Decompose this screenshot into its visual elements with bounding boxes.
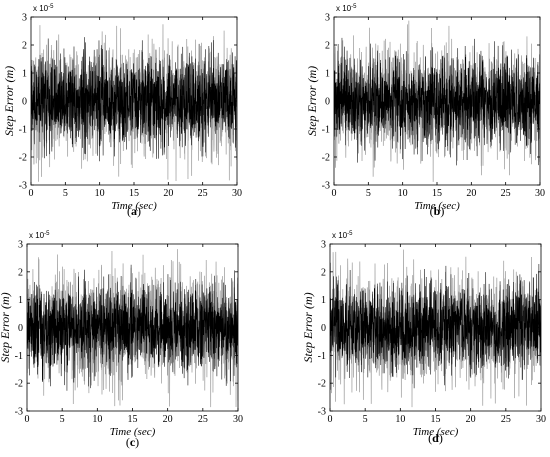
x-tick-label: 5 — [363, 414, 368, 425]
x-tick-label: 20 — [466, 414, 476, 425]
y-axis-label: Step Error (m) — [2, 66, 16, 136]
y-tick-label: -2 — [322, 153, 330, 164]
axis-multiplier-label: x 10-5 — [336, 4, 357, 13]
x-tick-label: 30 — [535, 188, 545, 199]
series-line-black — [334, 37, 540, 166]
y-axis-label: Step Error (m) — [305, 66, 319, 136]
x-tick-label: 0 — [29, 188, 34, 199]
y-tick-label: 3 — [22, 13, 27, 24]
x-tick-label: 20 — [466, 188, 476, 199]
y-tick-label: -3 — [19, 181, 27, 192]
y-tick-label: 1 — [325, 69, 330, 80]
x-tick-label: 10 — [95, 188, 105, 199]
axis-multiplier-label: x 10-5 — [33, 4, 54, 13]
x-tick-label: 0 — [25, 414, 30, 425]
x-tick-label: 30 — [232, 188, 242, 199]
panel-caption: (d) — [428, 431, 443, 445]
y-tick-label: 1 — [18, 295, 23, 306]
panel-caption: (b) — [430, 204, 445, 218]
x-tick-label: 25 — [501, 414, 511, 425]
x-tick-label: 30 — [233, 414, 243, 425]
y-tick-label: -1 — [322, 125, 330, 136]
x-tick-label: 10 — [398, 188, 408, 199]
y-tick-label: 0 — [18, 323, 23, 334]
y-tick-label: 3 — [321, 240, 326, 251]
y-tick-label: 3 — [325, 13, 330, 24]
panel-b: 0 5 10 15 20 25 30 -3 -2 -1 0 1 2 3 x 10-5 Time (sec) St… — [305, 4, 545, 218]
x-tick-label: 25 — [501, 188, 511, 199]
y-tick-label: 2 — [18, 267, 23, 278]
y-tick-label: 3 — [18, 240, 23, 251]
y-tick-label: 0 — [321, 323, 326, 334]
x-tick-label: 15 — [129, 188, 139, 199]
y-tick-label: -2 — [19, 153, 27, 164]
x-tick-label: 5 — [366, 188, 371, 199]
x-tick-label: 25 — [198, 414, 208, 425]
x-tick-label: 10 — [395, 414, 405, 425]
y-axis-label: Step Error (m) — [0, 292, 12, 362]
y-tick-label: -1 — [19, 125, 27, 136]
y-tick-label: -3 — [15, 407, 23, 418]
x-tick-label: 15 — [128, 414, 138, 425]
x-tick-label: 5 — [60, 414, 65, 425]
x-tick-label: 0 — [332, 188, 337, 199]
panel-a: 0 5 10 15 20 25 30 -3 -2 -1 0 1 2 3 x 10-5 Time (sec) St… — [2, 4, 242, 218]
x-tick-label: 20 — [163, 414, 173, 425]
y-tick-label: -3 — [318, 407, 326, 418]
x-tick-label: 30 — [536, 414, 546, 425]
y-tick-label: 2 — [321, 267, 326, 278]
axis-multiplier-label: x 10-5 — [29, 231, 50, 240]
y-axis-label: Step Error (m) — [301, 292, 315, 362]
x-tick-label: 0 — [328, 414, 333, 425]
y-tick-label: -1 — [15, 351, 23, 362]
x-tick-label: 5 — [63, 188, 68, 199]
axis-multiplier-label: x 10-5 — [332, 231, 353, 240]
y-tick-label: 2 — [22, 41, 27, 52]
panel-d: 0 5 10 15 20 25 30 -3 -2 -1 0 1 2 3 x 10-5 Time (sec) St… — [301, 231, 546, 445]
x-axis-label: Time (sec) — [414, 200, 460, 212]
series-line-black — [31, 37, 237, 162]
x-tick-label: 15 — [432, 188, 442, 199]
y-tick-label: -2 — [15, 379, 23, 390]
x-tick-label: 10 — [92, 414, 102, 425]
y-tick-label: 0 — [22, 97, 27, 108]
y-tick-label: 2 — [325, 41, 330, 52]
y-tick-label: 0 — [325, 97, 330, 108]
y-tick-label: -1 — [318, 351, 326, 362]
x-tick-label: 25 — [198, 188, 208, 199]
panel-caption: (a) — [127, 204, 141, 218]
y-tick-label: -3 — [322, 181, 330, 192]
series-line-black — [27, 264, 238, 391]
x-axis-label: Time (sec) — [413, 426, 459, 438]
panel-caption: (c) — [126, 435, 139, 449]
y-tick-label: -2 — [318, 379, 326, 390]
y-tick-label: 1 — [321, 295, 326, 306]
x-tick-label: 15 — [431, 414, 441, 425]
series-line-black — [330, 263, 541, 389]
x-tick-label: 20 — [163, 188, 173, 199]
panel-c: 0 5 10 15 20 25 30 -3 -2 -1 0 1 2 3 x 10-5 Time (sec) St… — [0, 231, 243, 449]
y-tick-label: 1 — [22, 69, 27, 80]
x-axis-label: Time (sec) — [111, 200, 157, 212]
x-axis-label: Time (sec) — [110, 426, 156, 438]
